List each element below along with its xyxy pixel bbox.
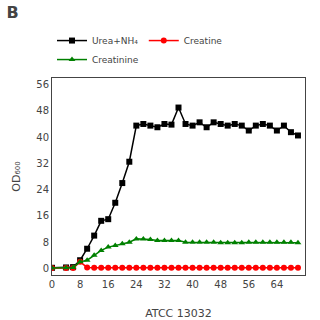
svg-text:56: 56 (36, 79, 49, 90)
svg-text:Creatine: Creatine (184, 36, 223, 46)
svg-text:24: 24 (36, 184, 49, 195)
svg-text:B: B (6, 3, 18, 22)
svg-text:OD₆₀₀: OD₆₀₀ (10, 161, 23, 192)
svg-text:40: 40 (186, 279, 199, 290)
svg-text:24: 24 (130, 279, 143, 290)
svg-text:48: 48 (36, 105, 49, 116)
svg-text:56: 56 (242, 279, 255, 290)
svg-text:64: 64 (271, 279, 284, 290)
svg-text:32: 32 (158, 279, 171, 290)
svg-text:16: 16 (102, 279, 115, 290)
svg-text:Creatinine: Creatinine (92, 55, 139, 65)
svg-text:0: 0 (43, 263, 49, 274)
svg-text:48: 48 (214, 279, 227, 290)
svg-text:32: 32 (36, 158, 49, 169)
svg-text:16: 16 (36, 210, 49, 221)
svg-text:8: 8 (43, 237, 49, 248)
svg-text:40: 40 (36, 132, 49, 143)
svg-text:Urea+NH₄: Urea+NH₄ (92, 36, 138, 46)
svg-text:0: 0 (49, 279, 55, 290)
svg-text:8: 8 (77, 279, 83, 290)
svg-text:ATCC 13032: ATCC 13032 (145, 307, 212, 320)
